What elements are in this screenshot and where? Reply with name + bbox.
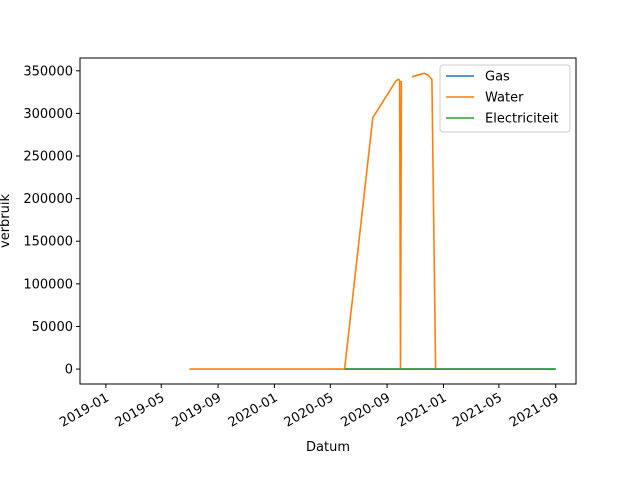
y-axis-ticks: 0 50000 100000 150000 200000 250000 300000 3500…: [23, 64, 80, 378]
legend-label-water: Water: [485, 91, 524, 106]
y-tick-label: 50000: [32, 320, 73, 335]
legend-label-gas: Gas: [485, 70, 510, 85]
x-axis-label: Datum: [306, 440, 350, 455]
plot-frame: [79, 57, 577, 385]
legend-label-electriciteit: Electriciteit: [485, 112, 559, 127]
y-tick-label: 350000: [23, 64, 73, 79]
y-tick-label: 100000: [23, 277, 73, 292]
legend: Gas Water Electriciteit: [439, 64, 571, 133]
series-line-water: [189, 72, 437, 370]
legend-box: [439, 64, 571, 133]
y-tick-label: 0: [65, 363, 73, 378]
y-tick-label: 200000: [23, 192, 73, 207]
y-tick-label: 250000: [23, 150, 73, 165]
y-axis-label: verbruik: [0, 194, 13, 248]
plot-lines: [189, 72, 556, 370]
y-tick-label: 300000: [23, 107, 73, 122]
y-tick-label: 150000: [23, 235, 73, 250]
